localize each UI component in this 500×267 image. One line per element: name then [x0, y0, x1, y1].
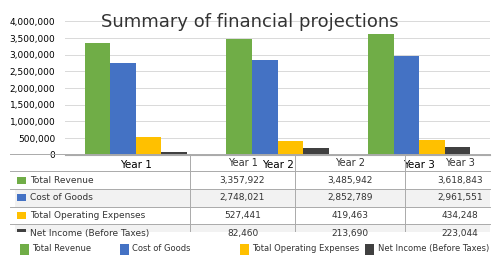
Text: 3,618,843: 3,618,843	[437, 176, 483, 185]
Text: Total Operating Expenses: Total Operating Expenses	[30, 211, 145, 220]
Bar	[444, 147, 470, 155]
Text: 2,961,551: 2,961,551	[437, 193, 483, 202]
Bar	[120, 245, 129, 255]
Text: Year 3: Year 3	[445, 158, 475, 168]
Bar	[226, 38, 252, 155]
Text: 223,044: 223,044	[442, 229, 478, 238]
Bar	[419, 140, 444, 155]
Text: 2,852,789: 2,852,789	[327, 193, 373, 202]
Text: Year 1: Year 1	[228, 158, 258, 168]
Bar	[162, 152, 187, 155]
Text: Year 2: Year 2	[335, 158, 365, 168]
Bar	[136, 137, 162, 155]
Bar	[20, 245, 29, 255]
Text: 213,690: 213,690	[332, 229, 368, 238]
Bar	[278, 141, 303, 155]
Bar	[18, 212, 26, 219]
FancyBboxPatch shape	[15, 189, 490, 207]
Text: Summary of financial projections: Summary of financial projections	[101, 13, 399, 31]
Bar	[18, 230, 26, 237]
Text: 3,485,942: 3,485,942	[328, 176, 372, 185]
FancyBboxPatch shape	[15, 207, 490, 224]
Text: Cost of Goods: Cost of Goods	[132, 245, 191, 253]
Bar	[368, 34, 394, 155]
Bar	[303, 148, 328, 155]
Text: Total Revenue: Total Revenue	[32, 245, 92, 253]
Text: Total Operating Expenses: Total Operating Expenses	[252, 245, 360, 253]
Text: 527,441: 527,441	[224, 211, 261, 220]
Text: Cost of Goods: Cost of Goods	[30, 193, 93, 202]
Text: 82,460: 82,460	[227, 229, 258, 238]
Text: Total Revenue: Total Revenue	[30, 176, 94, 185]
Bar	[252, 60, 278, 155]
Text: 434,248: 434,248	[442, 211, 478, 220]
Bar	[18, 177, 26, 184]
Text: 419,463: 419,463	[332, 211, 368, 220]
Text: 2,748,021: 2,748,021	[220, 193, 265, 202]
Bar	[394, 56, 419, 155]
FancyBboxPatch shape	[15, 224, 490, 242]
Text: Net Income (Before Taxes): Net Income (Before Taxes)	[378, 245, 489, 253]
Bar	[18, 194, 26, 201]
FancyBboxPatch shape	[15, 171, 490, 189]
Bar	[365, 245, 374, 255]
Bar	[85, 43, 110, 155]
Text: 3,357,922: 3,357,922	[220, 176, 265, 185]
Bar	[110, 63, 136, 155]
Bar	[240, 245, 249, 255]
Text: Net Income (Before Taxes): Net Income (Before Taxes)	[30, 229, 149, 238]
